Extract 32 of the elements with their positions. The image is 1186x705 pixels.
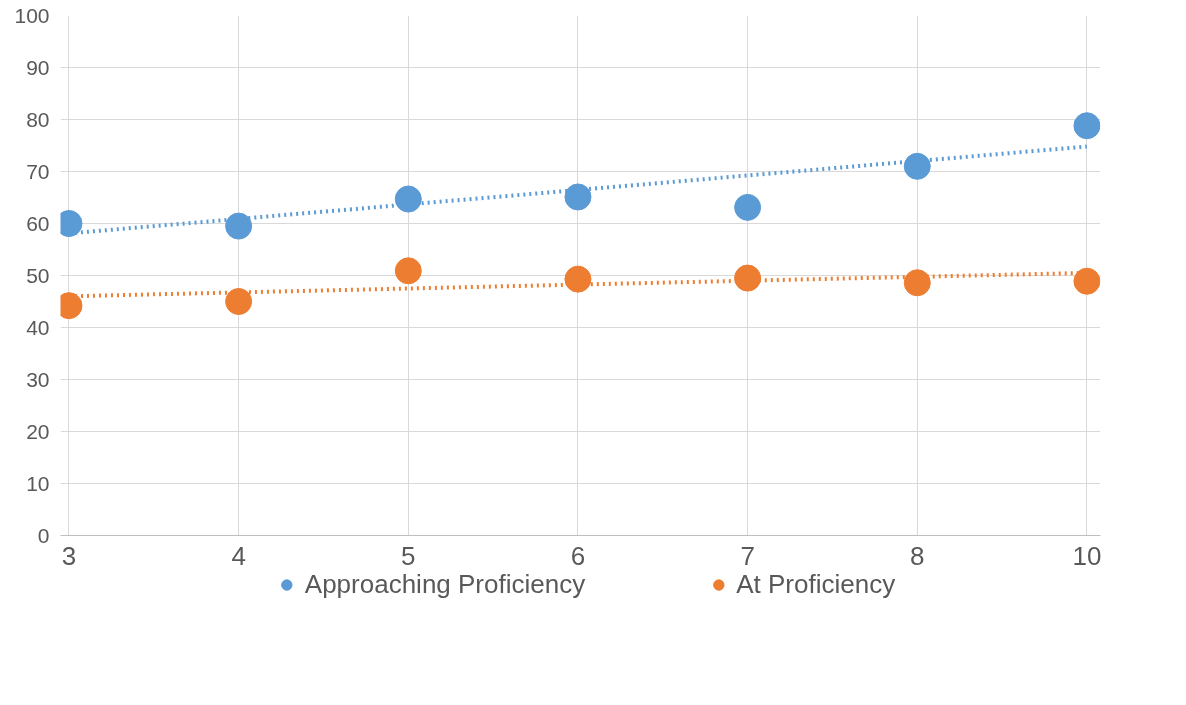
point <box>734 193 762 221</box>
x-tick-label: 10 <box>1072 540 1102 571</box>
point <box>903 152 931 180</box>
x-tick-label: 4 <box>231 540 246 571</box>
point <box>564 183 592 211</box>
y-tick-label: 80 <box>26 107 50 131</box>
y-tick-label: 0 <box>37 523 50 547</box>
x-tick-label: 3 <box>61 540 77 571</box>
y-tick-label: 90 <box>26 55 50 79</box>
y-tick-label: 100 <box>14 3 50 27</box>
point <box>903 269 931 297</box>
legend-label: Approaching Proficiency <box>304 568 586 600</box>
legend-label: At Proficiency <box>736 568 896 600</box>
y-tick-label: 10 <box>26 471 50 495</box>
y-tick-label: 60 <box>26 211 50 235</box>
point <box>394 185 422 213</box>
point <box>1073 112 1101 140</box>
x-tick-label: 5 <box>401 540 416 571</box>
y-tick-label: 70 <box>26 159 50 183</box>
y-tick-label: 30 <box>26 367 50 391</box>
point <box>564 265 592 293</box>
point <box>1073 267 1101 295</box>
point <box>394 257 422 285</box>
point <box>225 212 253 240</box>
y-tick-label: 20 <box>26 419 50 443</box>
y-tick-label: 50 <box>26 263 50 287</box>
x-tick-label: 8 <box>910 540 925 571</box>
point <box>225 288 253 315</box>
x-tick-label: 6 <box>570 540 586 571</box>
y-tick-label: 40 <box>26 315 50 339</box>
x-tick-label: 7 <box>740 540 755 571</box>
point <box>734 264 762 292</box>
